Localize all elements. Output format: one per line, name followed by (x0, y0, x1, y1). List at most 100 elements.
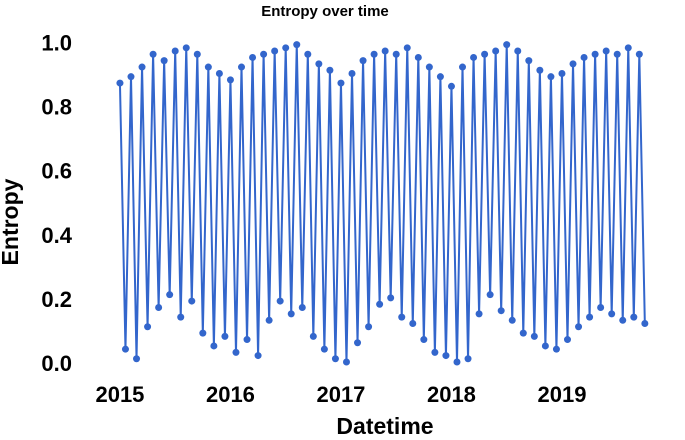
x-tick-label: 2015 (95, 382, 144, 407)
data-point (619, 316, 627, 324)
data-point (409, 320, 417, 328)
data-point (271, 47, 279, 55)
y-tick-label: 0.0 (41, 351, 72, 376)
data-point (514, 47, 522, 55)
data-point (552, 345, 560, 353)
data-point (365, 323, 373, 331)
data-point (381, 47, 389, 55)
y-tick-label: 0.8 (41, 95, 72, 120)
data-point (309, 332, 317, 340)
data-point (558, 69, 566, 77)
data-point (575, 323, 583, 331)
data-point (497, 307, 505, 315)
data-point (337, 79, 345, 87)
data-point (260, 50, 268, 58)
data-point (249, 53, 257, 61)
data-point (459, 63, 467, 71)
data-point (133, 355, 141, 363)
data-point (508, 316, 516, 324)
data-point (398, 313, 406, 321)
data-point (298, 303, 306, 311)
data-point (519, 329, 527, 337)
data-point (425, 63, 433, 71)
data-point (414, 53, 422, 61)
data-point (503, 41, 511, 49)
data-point (204, 63, 212, 71)
data-point (199, 329, 207, 337)
data-point (171, 47, 179, 55)
data-point (121, 345, 129, 353)
x-tick-label: 2017 (316, 382, 365, 407)
data-point (282, 44, 290, 52)
data-point (597, 303, 605, 311)
data-point (641, 320, 649, 328)
x-tick-label: 2016 (206, 382, 255, 407)
data-point (475, 310, 483, 318)
data-point (442, 352, 450, 360)
data-point (464, 355, 472, 363)
data-point (431, 348, 439, 356)
data-point (155, 303, 163, 311)
data-point (315, 60, 323, 68)
data-point (486, 291, 494, 299)
x-tick-label: 2019 (537, 382, 586, 407)
data-point (387, 294, 395, 302)
data-point (320, 345, 328, 353)
data-point (287, 310, 295, 318)
data-point (243, 336, 251, 344)
data-point (470, 53, 478, 61)
data-point (254, 352, 262, 360)
data-point (541, 342, 549, 350)
data-point (127, 73, 135, 81)
data-point (144, 323, 152, 331)
data-point (182, 44, 190, 52)
data-point (238, 63, 246, 71)
data-point (635, 50, 643, 58)
data-point (193, 50, 201, 58)
data-point (215, 69, 223, 77)
data-point (580, 53, 588, 61)
data-point (447, 82, 455, 90)
data-point (221, 332, 229, 340)
data-point (370, 50, 378, 58)
data-point (591, 50, 599, 58)
data-point (116, 79, 124, 87)
data-point (436, 73, 444, 81)
data-point (492, 47, 500, 55)
data-point (138, 63, 146, 71)
data-point (342, 358, 350, 366)
data-point (613, 50, 621, 58)
data-point (453, 358, 461, 366)
data-point (160, 57, 168, 65)
data-point (547, 73, 555, 81)
data-point (265, 316, 273, 324)
data-point (602, 47, 610, 55)
y-tick-label: 0.6 (41, 159, 72, 184)
data-point (188, 297, 196, 305)
data-point (536, 66, 544, 74)
data-point (304, 50, 312, 58)
data-point (149, 50, 157, 58)
data-point (210, 342, 218, 350)
data-point (326, 66, 334, 74)
y-axis-label: Entropy (0, 178, 23, 265)
data-point (630, 313, 638, 321)
chart-title: Entropy over time (261, 3, 389, 20)
data-line (118, 44, 646, 363)
data-point (232, 348, 240, 356)
data-point (563, 336, 571, 344)
data-point (376, 300, 384, 308)
data-point (354, 339, 362, 347)
y-tick-label: 0.2 (41, 287, 72, 312)
data-point (392, 50, 400, 58)
data-point (166, 291, 174, 299)
x-tick-label: 2018 (427, 382, 476, 407)
data-point (420, 336, 428, 344)
y-tick-label: 1.0 (41, 30, 72, 55)
data-point (348, 69, 356, 77)
data-point (569, 60, 577, 68)
data-point (608, 310, 616, 318)
data-point (177, 313, 185, 321)
x-axis-label: Datetime (336, 413, 433, 439)
